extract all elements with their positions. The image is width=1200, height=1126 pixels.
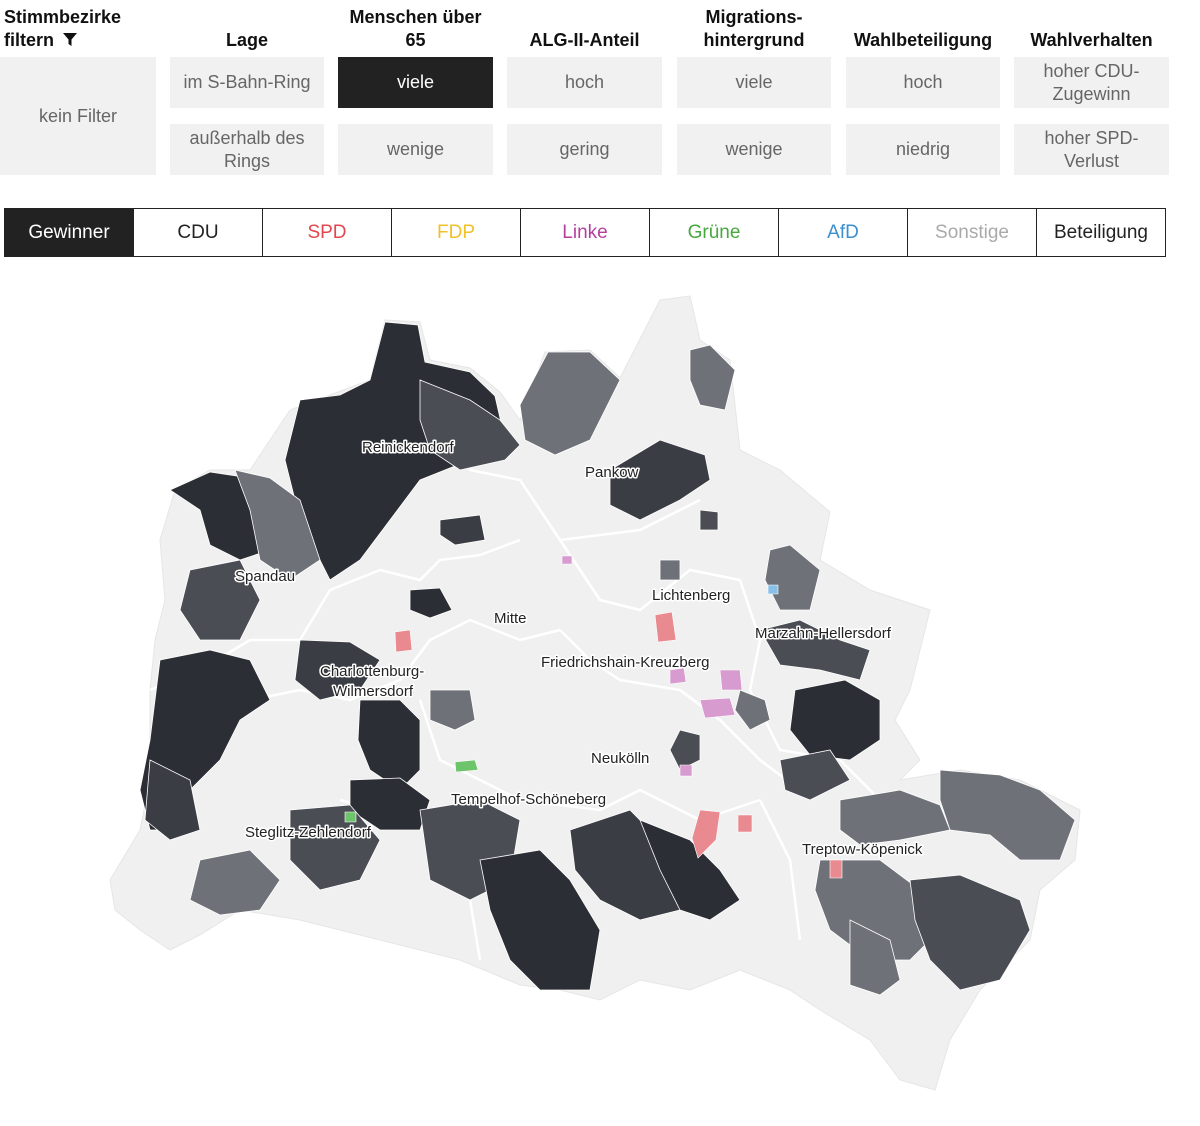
tab-gruene[interactable]: Grüne — [649, 209, 778, 256]
party-tabs: Gewinner CDU SPD FDP Linke Grüne AfD Son… — [4, 208, 1166, 257]
filter-group-label: Wahlbeteiligung — [853, 30, 993, 50]
district-label: Wilmersdorf — [333, 683, 414, 700]
filter-group-label: ALG-II-Anteil — [529, 30, 640, 50]
filter-option-button[interactable]: hoher CDU-Zugewinn — [1014, 57, 1169, 108]
tab-sonstige[interactable]: Sonstige — [907, 209, 1036, 256]
district-label: Pankow — [585, 464, 639, 481]
filter-group-label: Wahlverhalten — [1030, 30, 1153, 50]
filter-option-button[interactable]: hoch — [846, 57, 1000, 108]
filter-title: Stimmbezirke filtern — [4, 2, 160, 52]
reset-filter-button[interactable]: kein Filter — [0, 57, 156, 175]
filter-option-button-active[interactable]: viele — [338, 57, 493, 108]
tab-beteiligung[interactable]: Beteiligung — [1036, 209, 1165, 256]
district-label: Friedrichshain-Kreuzberg — [541, 654, 709, 671]
filter-title-text: Stimmbezirke filtern — [4, 7, 122, 50]
district-label: Steglitz-Zehlendorf — [245, 824, 372, 841]
cdu-strong-areas — [139, 321, 1076, 996]
filter-option-button[interactable]: niedrig — [846, 124, 1000, 175]
filter-group-label: Migrations-hintergrund — [703, 7, 805, 50]
filter-group-label: Lage — [225, 30, 268, 50]
berlin-precinct-map: Reinickendorf Pankow Spandau Mitte Licht… — [109, 295, 1081, 1091]
tab-linke[interactable]: Linke — [520, 209, 649, 256]
filter-option-button[interactable]: hoher SPD-Verlust — [1014, 124, 1169, 175]
district-label: Mitte — [494, 610, 527, 627]
district-label: Tempelhof-Schöneberg — [451, 791, 606, 808]
filter-option-button[interactable]: wenige — [338, 124, 493, 175]
district-label: Neukölln — [591, 750, 649, 767]
district-label: Lichtenberg — [652, 587, 730, 604]
filter-option-button[interactable]: außerhalb des Rings — [170, 124, 324, 175]
filter-option-button[interactable]: viele — [677, 57, 831, 108]
tab-fdp[interactable]: FDP — [391, 209, 520, 256]
district-label: Reinickendorf — [362, 439, 455, 456]
tab-spd[interactable]: SPD — [262, 209, 391, 256]
filter-option-button[interactable]: hoch — [507, 57, 662, 108]
filter-panel: Stimmbezirke filtern kein Filter Lage im… — [0, 0, 1200, 180]
funnel-icon — [63, 33, 78, 46]
tab-cdu[interactable]: CDU — [133, 209, 262, 256]
district-label: Charlottenburg- — [320, 663, 424, 680]
filter-option-button[interactable]: im S-Bahn-Ring — [170, 57, 324, 108]
tab-afd[interactable]: AfD — [778, 209, 907, 256]
filter-group-label: Menschen über 65 — [349, 7, 482, 50]
district-label: Marzahn-Hellersdorf — [755, 625, 892, 642]
other-party-areas — [344, 555, 843, 879]
filter-option-button[interactable]: gering — [507, 124, 662, 175]
district-label: Spandau — [235, 568, 295, 585]
filter-option-button[interactable]: wenige — [677, 124, 831, 175]
tab-gewinner[interactable]: Gewinner — [5, 209, 133, 256]
district-label: Treptow-Köpenick — [802, 841, 923, 858]
district-labels: Reinickendorf Pankow Spandau Mitte Licht… — [234, 438, 925, 860]
